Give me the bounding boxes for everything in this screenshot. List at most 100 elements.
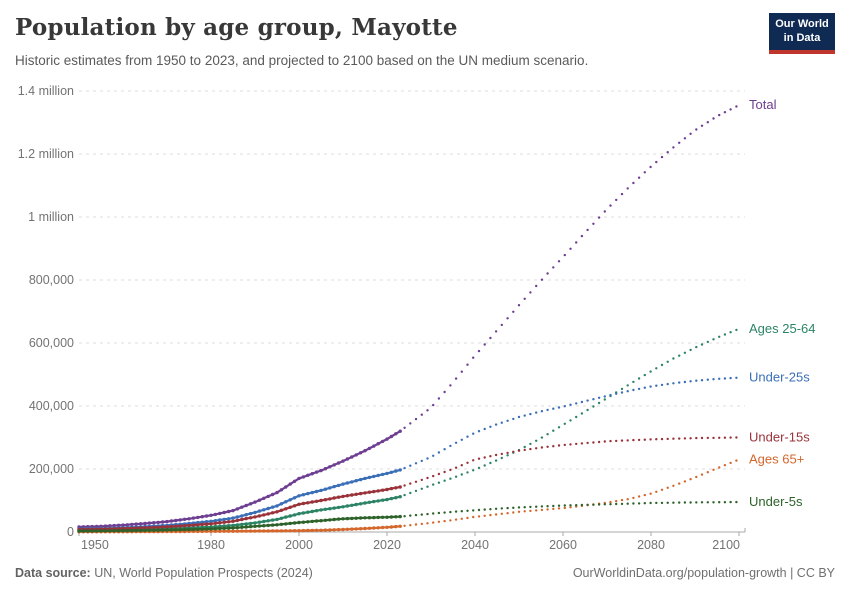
- series-under-15s-point: [323, 498, 328, 502]
- series-ages-25-64-point: [354, 502, 358, 507]
- series-ages-65-projection-dot: [409, 524, 412, 527]
- series-total-point: [266, 494, 270, 499]
- series-ages-25-64-point: [367, 500, 372, 504]
- series-under-15s-point: [297, 502, 301, 506]
- series-under-5s-projection-dot: [655, 501, 658, 505]
- series-total-point: [350, 455, 354, 459]
- series-ages-25-64-point: [240, 522, 244, 527]
- series-under-25s-projection-dot: [512, 417, 515, 421]
- series-under-15s-projection-dot: [678, 437, 681, 440]
- series-under-25s-projection-dot: [432, 454, 435, 457]
- x-tick-label: 1980: [197, 538, 225, 552]
- series-total-point: [191, 516, 196, 520]
- series-under-15s-point: [275, 510, 279, 514]
- series-ages-65-point: [376, 526, 380, 530]
- series-under-15s-projection-dot: [712, 436, 715, 440]
- series-total-projection-dot: [592, 222, 595, 225]
- owid-logo-line1: Our World: [775, 17, 829, 30]
- series-under-25s-point: [226, 517, 231, 521]
- series-under-25s-projection-dot: [718, 377, 721, 380]
- series-under-15s-projection-dot: [426, 476, 429, 480]
- series-under-15s-point: [380, 488, 385, 492]
- series-ages-65-projection-dot: [718, 466, 721, 469]
- series-ages-25-64-projection-dot: [700, 343, 704, 346]
- series-ages-65-projection-dot: [735, 459, 738, 462]
- y-tick-label: 1 million: [28, 210, 74, 224]
- series-under-5s-projection-dot: [517, 506, 521, 509]
- series-ages-25-64-projection-dot: [506, 454, 509, 457]
- series-under-15s-projection-dot: [443, 470, 446, 474]
- series-ages-65-projection-dot: [506, 512, 509, 515]
- series-ages-25-64-point: [253, 521, 257, 525]
- series-under-15s-projection-dot: [729, 436, 732, 439]
- series-under-5s-projection-dot: [557, 504, 561, 507]
- series-total-projection-dot: [466, 363, 469, 366]
- series-ages-25-64-projection-dot: [432, 483, 435, 486]
- series-total-point: [112, 523, 116, 528]
- series-total-projection-dot: [678, 141, 681, 144]
- series-under-25s-point: [341, 482, 345, 486]
- series-label-total[interactable]: Total: [749, 97, 777, 112]
- series-ages-25-64-point: [266, 519, 270, 523]
- series-ages-65-projection-dot: [466, 516, 469, 520]
- series-ages-25-64-projection-dot: [460, 473, 463, 476]
- series-under-15s-projection-dot: [626, 439, 629, 442]
- footer-citation-link[interactable]: OurWorldinData.org/population-growth | C…: [572, 566, 835, 580]
- series-ages-65-projection-dot: [426, 522, 429, 525]
- series-under-25s-point: [248, 511, 253, 516]
- series-total-point: [138, 522, 143, 526]
- series-under-15s-point: [284, 507, 288, 511]
- series-ages-65-projection-dot: [706, 471, 709, 474]
- series-total-point: [367, 446, 372, 451]
- series-total-point: [292, 479, 297, 483]
- series-ages-25-64-projection-dot: [483, 464, 486, 467]
- x-tick-label: 2000: [285, 538, 313, 552]
- series-ages-65-point: [314, 528, 319, 532]
- series-under-15s-point: [319, 498, 323, 503]
- series-ages-25-64-point: [306, 510, 310, 514]
- series-label-under-5s[interactable]: Under-5s: [749, 494, 803, 509]
- series-ages-25-64-projection-dot: [729, 331, 732, 334]
- series-ages-65-projection-dot: [500, 512, 503, 515]
- series-under-5s-point: [182, 527, 187, 532]
- series-label-ages-65[interactable]: Ages 65+: [749, 452, 804, 467]
- series-label-ages-25-64[interactable]: Ages 25-64: [749, 321, 816, 336]
- series-total-projection-dot: [489, 336, 492, 340]
- series-under-5s-projection-dot: [432, 512, 435, 515]
- series-under-5s-projection-dot: [426, 512, 429, 516]
- series-ages-25-64-point: [380, 498, 385, 502]
- series-under-15s-point: [134, 526, 138, 530]
- series-total-projection-dot: [472, 356, 475, 359]
- series-label-under-25s[interactable]: Under-25s: [749, 370, 810, 385]
- series-under-25s-projection-dot: [546, 408, 549, 412]
- series-under-5s-projection-dot: [483, 508, 486, 511]
- series-under-15s-point: [394, 486, 398, 490]
- series-under-5s-point: [138, 528, 143, 533]
- series-ages-65-projection-dot: [660, 488, 664, 491]
- series-under-5s-projection-dot: [615, 502, 618, 506]
- series-total-point: [147, 521, 152, 525]
- series-total-projection-dot: [575, 241, 578, 244]
- series-total-projection-dot: [517, 304, 521, 307]
- series-under-5s-projection-dot: [597, 503, 601, 506]
- series-ages-25-64-projection-dot: [637, 377, 641, 380]
- series-total-point: [231, 508, 235, 513]
- series-under-15s-point: [213, 521, 218, 525]
- series-total-projection-dot: [409, 422, 412, 425]
- series-total-point: [376, 442, 380, 446]
- owid-logo[interactable]: Our World in Data: [769, 13, 835, 54]
- series-under-5s-point: [253, 524, 257, 528]
- series-under-5s-point: [367, 516, 372, 520]
- series-under-5s-point: [306, 520, 310, 524]
- series-total-point: [200, 515, 204, 519]
- series-under-5s-point: [187, 527, 191, 532]
- series-total-historic-line[interactable]: [78, 430, 401, 529]
- series-under-5s-point: [270, 523, 275, 527]
- series-total-projection-dot: [500, 323, 503, 327]
- series-under-15s-projection-dot: [535, 447, 538, 450]
- series-total-point: [182, 517, 187, 521]
- series-ages-65-projection-dot: [483, 514, 486, 517]
- series-ages-65-point: [385, 525, 389, 529]
- series-label-under-15s[interactable]: Under-15s: [749, 430, 810, 445]
